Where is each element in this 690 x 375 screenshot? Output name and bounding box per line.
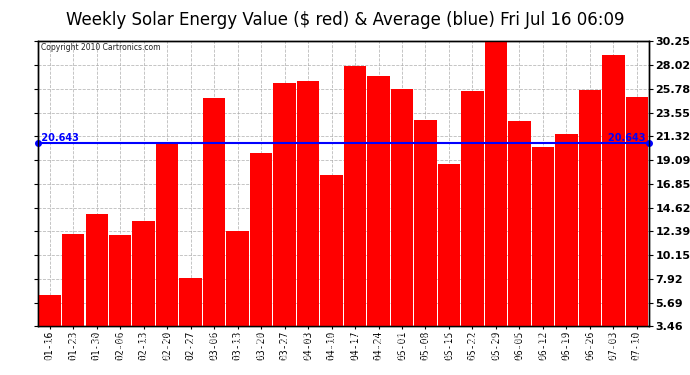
Text: 25.582: 25.582 [468,332,477,360]
Text: 25.651: 25.651 [585,332,594,360]
Bar [414,120,437,363]
Text: 22.800: 22.800 [515,332,524,360]
Text: 25.782: 25.782 [397,332,406,360]
Text: 12.130: 12.130 [69,332,78,360]
Text: 20.643: 20.643 [163,332,172,360]
Text: 26.367: 26.367 [280,332,289,360]
Text: 19.776: 19.776 [257,332,266,360]
Text: 27.027: 27.027 [374,332,383,360]
Text: 13.390: 13.390 [139,332,148,360]
Bar [226,231,248,363]
Bar [132,220,155,363]
Text: 20.643: 20.643 [38,134,79,144]
Text: 18.743: 18.743 [444,332,453,360]
Text: 6.433: 6.433 [45,337,55,360]
Text: 30.249: 30.249 [491,332,500,360]
Bar [344,66,366,363]
Bar [250,153,273,363]
Text: 24.993: 24.993 [632,332,642,360]
Bar [391,89,413,363]
Bar [273,82,296,363]
Text: 21.560: 21.560 [562,332,571,360]
Bar [39,295,61,363]
Text: Copyright 2010 Cartronics.com: Copyright 2010 Cartronics.com [41,43,161,52]
Bar [203,98,225,363]
Text: Weekly Solar Energy Value ($ red) & Average (blue) Fri Jul 16 06:09: Weekly Solar Energy Value ($ red) & Aver… [66,11,624,29]
Bar [462,91,484,363]
Bar [509,120,531,363]
Bar [555,134,578,363]
Text: 13.965: 13.965 [92,332,101,360]
Bar [579,90,601,363]
Bar [626,97,648,363]
Bar [62,234,84,363]
Text: 22.844: 22.844 [421,332,430,360]
Text: 26.527: 26.527 [304,332,313,360]
Bar [320,175,343,363]
Bar [532,147,554,363]
Text: 29.000: 29.000 [609,332,618,360]
Bar [86,214,108,363]
Text: 20.643: 20.643 [608,134,649,144]
Text: 20.300: 20.300 [538,332,547,360]
Text: 7.995: 7.995 [186,337,195,360]
Text: 12.080: 12.080 [116,332,125,360]
Text: 24.906: 24.906 [210,332,219,360]
Bar [485,41,507,363]
Bar [297,81,319,363]
Bar [438,164,460,363]
Bar [367,75,390,363]
Bar [179,278,201,363]
Text: 12.382: 12.382 [233,332,242,360]
Bar [602,54,624,363]
Bar [109,234,131,363]
Text: 27.942: 27.942 [351,332,359,360]
Bar [156,144,178,363]
Text: 17.664: 17.664 [327,332,336,360]
